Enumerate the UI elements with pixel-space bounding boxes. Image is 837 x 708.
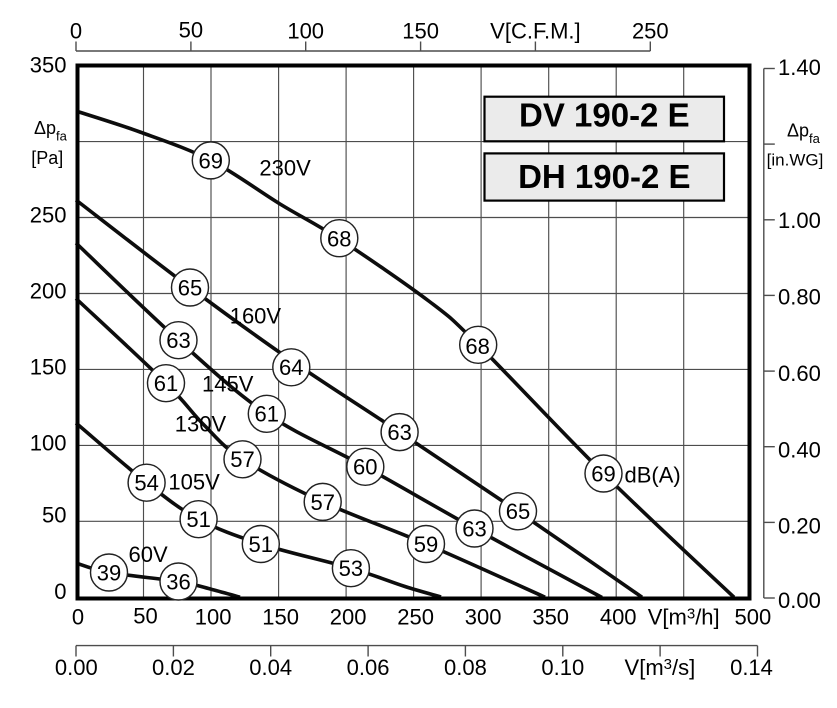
- svg-text:61: 61: [154, 371, 178, 396]
- svg-text:500: 500: [735, 605, 772, 630]
- svg-text:0.40: 0.40: [778, 437, 821, 462]
- svg-text:[Pa]: [Pa]: [31, 148, 63, 168]
- svg-text:0.20: 0.20: [778, 514, 821, 539]
- svg-text:57: 57: [310, 490, 334, 515]
- svg-text:0.00: 0.00: [55, 655, 98, 680]
- svg-text:350: 350: [30, 53, 67, 78]
- svg-text:0.14: 0.14: [730, 655, 773, 680]
- svg-text:0: 0: [54, 579, 66, 604]
- svg-text:145V: 145V: [202, 371, 254, 396]
- svg-text:51: 51: [249, 532, 273, 557]
- svg-text:36: 36: [166, 569, 190, 594]
- svg-text:400: 400: [600, 605, 637, 630]
- svg-text:0: 0: [70, 19, 82, 44]
- svg-text:0.06: 0.06: [347, 655, 390, 680]
- svg-text:63: 63: [387, 420, 411, 445]
- svg-text:54: 54: [134, 471, 158, 496]
- svg-text:65: 65: [178, 275, 202, 300]
- svg-text:150: 150: [402, 19, 439, 44]
- svg-text:100: 100: [287, 19, 324, 44]
- svg-text:64: 64: [279, 355, 303, 380]
- svg-text:69: 69: [591, 461, 615, 486]
- svg-text:0.60: 0.60: [778, 361, 821, 386]
- svg-text:0.02: 0.02: [152, 655, 195, 680]
- svg-text:[in.WG]: [in.WG]: [767, 151, 824, 170]
- svg-text:51: 51: [186, 507, 210, 532]
- svg-text:300: 300: [465, 605, 502, 630]
- svg-text:0: 0: [72, 605, 84, 630]
- svg-text:65: 65: [506, 499, 530, 524]
- svg-text:200: 200: [330, 605, 367, 630]
- svg-text:V[m3/s]: V[m3/s]: [625, 655, 696, 680]
- svg-text:V[m3/h]: V[m3/h]: [648, 605, 720, 630]
- svg-text:57: 57: [230, 447, 254, 472]
- svg-text:DH 190-2 E: DH 190-2 E: [518, 158, 690, 195]
- svg-text:160V: 160V: [230, 303, 282, 328]
- svg-text:0.00: 0.00: [778, 588, 821, 613]
- svg-text:59: 59: [414, 532, 438, 557]
- svg-text:250: 250: [30, 203, 67, 228]
- svg-text:63: 63: [166, 328, 190, 353]
- svg-text:dB(A): dB(A): [625, 462, 681, 487]
- svg-text:0.08: 0.08: [444, 655, 487, 680]
- svg-text:68: 68: [327, 227, 351, 252]
- svg-text:230V: 230V: [259, 155, 311, 180]
- svg-text:V[C.F.M.]: V[C.F.M.]: [490, 19, 580, 44]
- svg-text:0.80: 0.80: [778, 285, 821, 310]
- svg-text:130V: 130V: [175, 412, 227, 437]
- svg-text:105V: 105V: [168, 470, 220, 495]
- svg-text:100: 100: [195, 605, 232, 630]
- svg-text:0.10: 0.10: [541, 655, 584, 680]
- svg-text:39: 39: [97, 560, 121, 585]
- svg-text:1.00: 1.00: [778, 208, 821, 233]
- svg-text:68: 68: [465, 334, 489, 359]
- svg-text:100: 100: [30, 431, 67, 456]
- svg-text:250: 250: [397, 605, 434, 630]
- svg-text:69: 69: [199, 148, 223, 173]
- svg-text:DV 190-2 E: DV 190-2 E: [519, 96, 690, 133]
- svg-text:0.04: 0.04: [249, 655, 292, 680]
- svg-text:63: 63: [462, 516, 486, 541]
- svg-text:60V: 60V: [129, 542, 168, 567]
- svg-text:53: 53: [339, 556, 363, 581]
- svg-text:250: 250: [632, 19, 669, 44]
- svg-text:150: 150: [262, 605, 299, 630]
- svg-text:200: 200: [30, 279, 67, 304]
- svg-text:50: 50: [179, 17, 203, 42]
- svg-text:50: 50: [133, 604, 157, 629]
- svg-text:350: 350: [532, 605, 569, 630]
- svg-text:61: 61: [255, 402, 279, 427]
- svg-text:50: 50: [42, 503, 66, 528]
- svg-text:1.40: 1.40: [778, 55, 821, 80]
- svg-text:60: 60: [353, 455, 377, 480]
- svg-text:150: 150: [30, 355, 67, 380]
